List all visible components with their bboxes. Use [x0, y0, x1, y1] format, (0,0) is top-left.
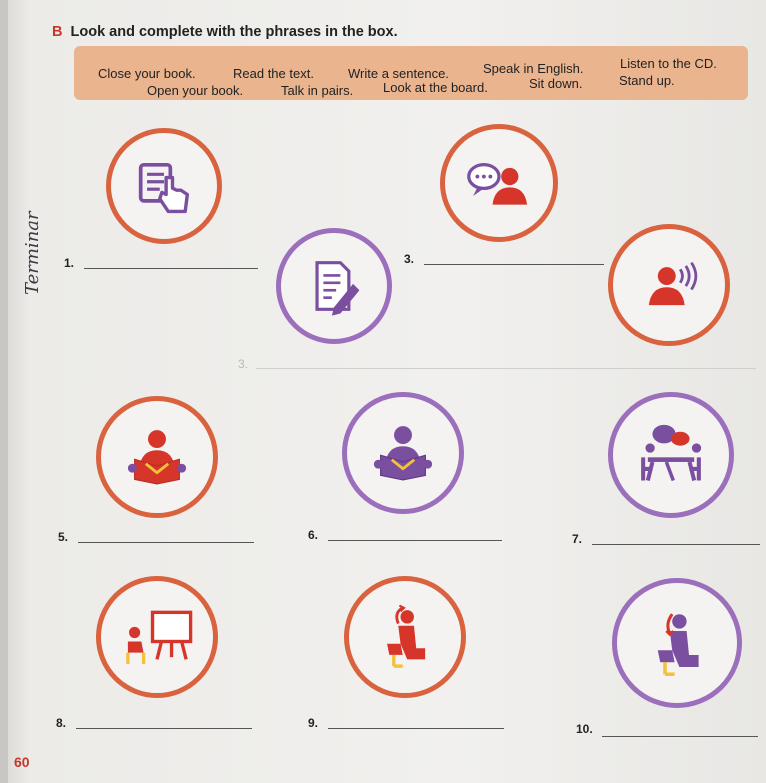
answer-line-1[interactable] [84, 268, 258, 269]
answer-line-9[interactable] [328, 728, 504, 729]
phrase-listen-cd: Listen to the CD. [620, 56, 717, 71]
page-number: 60 [14, 754, 30, 770]
talk-pairs-icon [608, 392, 734, 518]
phrase-write-sentence: Write a sentence. [348, 66, 449, 81]
speak-english-icon [440, 124, 558, 242]
write-sentence-icon [276, 228, 392, 344]
item-number-7: 7. [572, 532, 583, 546]
handwritten-text: Terminar [22, 210, 43, 295]
phrase-sit-down: Sit down. [529, 76, 583, 91]
sit-down-icon [612, 578, 742, 708]
phrase-talk-pairs: Talk in pairs. [281, 83, 354, 98]
phrase-close-book: Close your book. [98, 66, 196, 81]
answer-line-7[interactable] [592, 544, 760, 545]
phrase-stand-up: Stand up. [619, 73, 675, 88]
answer-line-6[interactable] [328, 540, 502, 541]
phrase-open-book: Open your book. [147, 83, 244, 98]
exercise-letter: B [52, 24, 63, 40]
listen-cd-icon [608, 224, 730, 346]
answer-line-8[interactable] [76, 728, 252, 729]
phrase-look-board: Look at the board. [383, 80, 488, 95]
page-margin [0, 0, 8, 783]
item-number-10: 10. [576, 722, 593, 736]
stand-up-icon [344, 576, 466, 698]
look-board-icon [96, 576, 218, 698]
item-number-1: 1. [64, 256, 75, 270]
answer-line-5[interactable] [78, 542, 254, 543]
faint-number: 3. [238, 357, 249, 371]
answer-line-10[interactable] [602, 736, 758, 737]
item-number-5: 5. [58, 530, 69, 544]
exercise-heading: B Look and complete with the phrases in … [52, 24, 398, 40]
exercise-instruction: Look and complete with the phrases in th… [70, 24, 398, 40]
open-book-reading-icon [342, 392, 464, 514]
phrase-speak-english: Speak in English. [483, 61, 584, 76]
handwritten-note: Terminar [22, 210, 43, 295]
item-number-3: 3. [404, 252, 415, 266]
answer-line-3[interactable] [424, 264, 604, 265]
read-text-icon [96, 396, 218, 518]
item-number-9: 9. [308, 716, 319, 730]
item-number-8: 8. [56, 716, 67, 730]
item-number-6: 6. [308, 528, 319, 542]
faint-answer-line [256, 368, 756, 369]
phrase-read-text: Read the text. [233, 66, 314, 81]
open-book-icon [106, 128, 222, 244]
phrase-box [74, 46, 748, 100]
